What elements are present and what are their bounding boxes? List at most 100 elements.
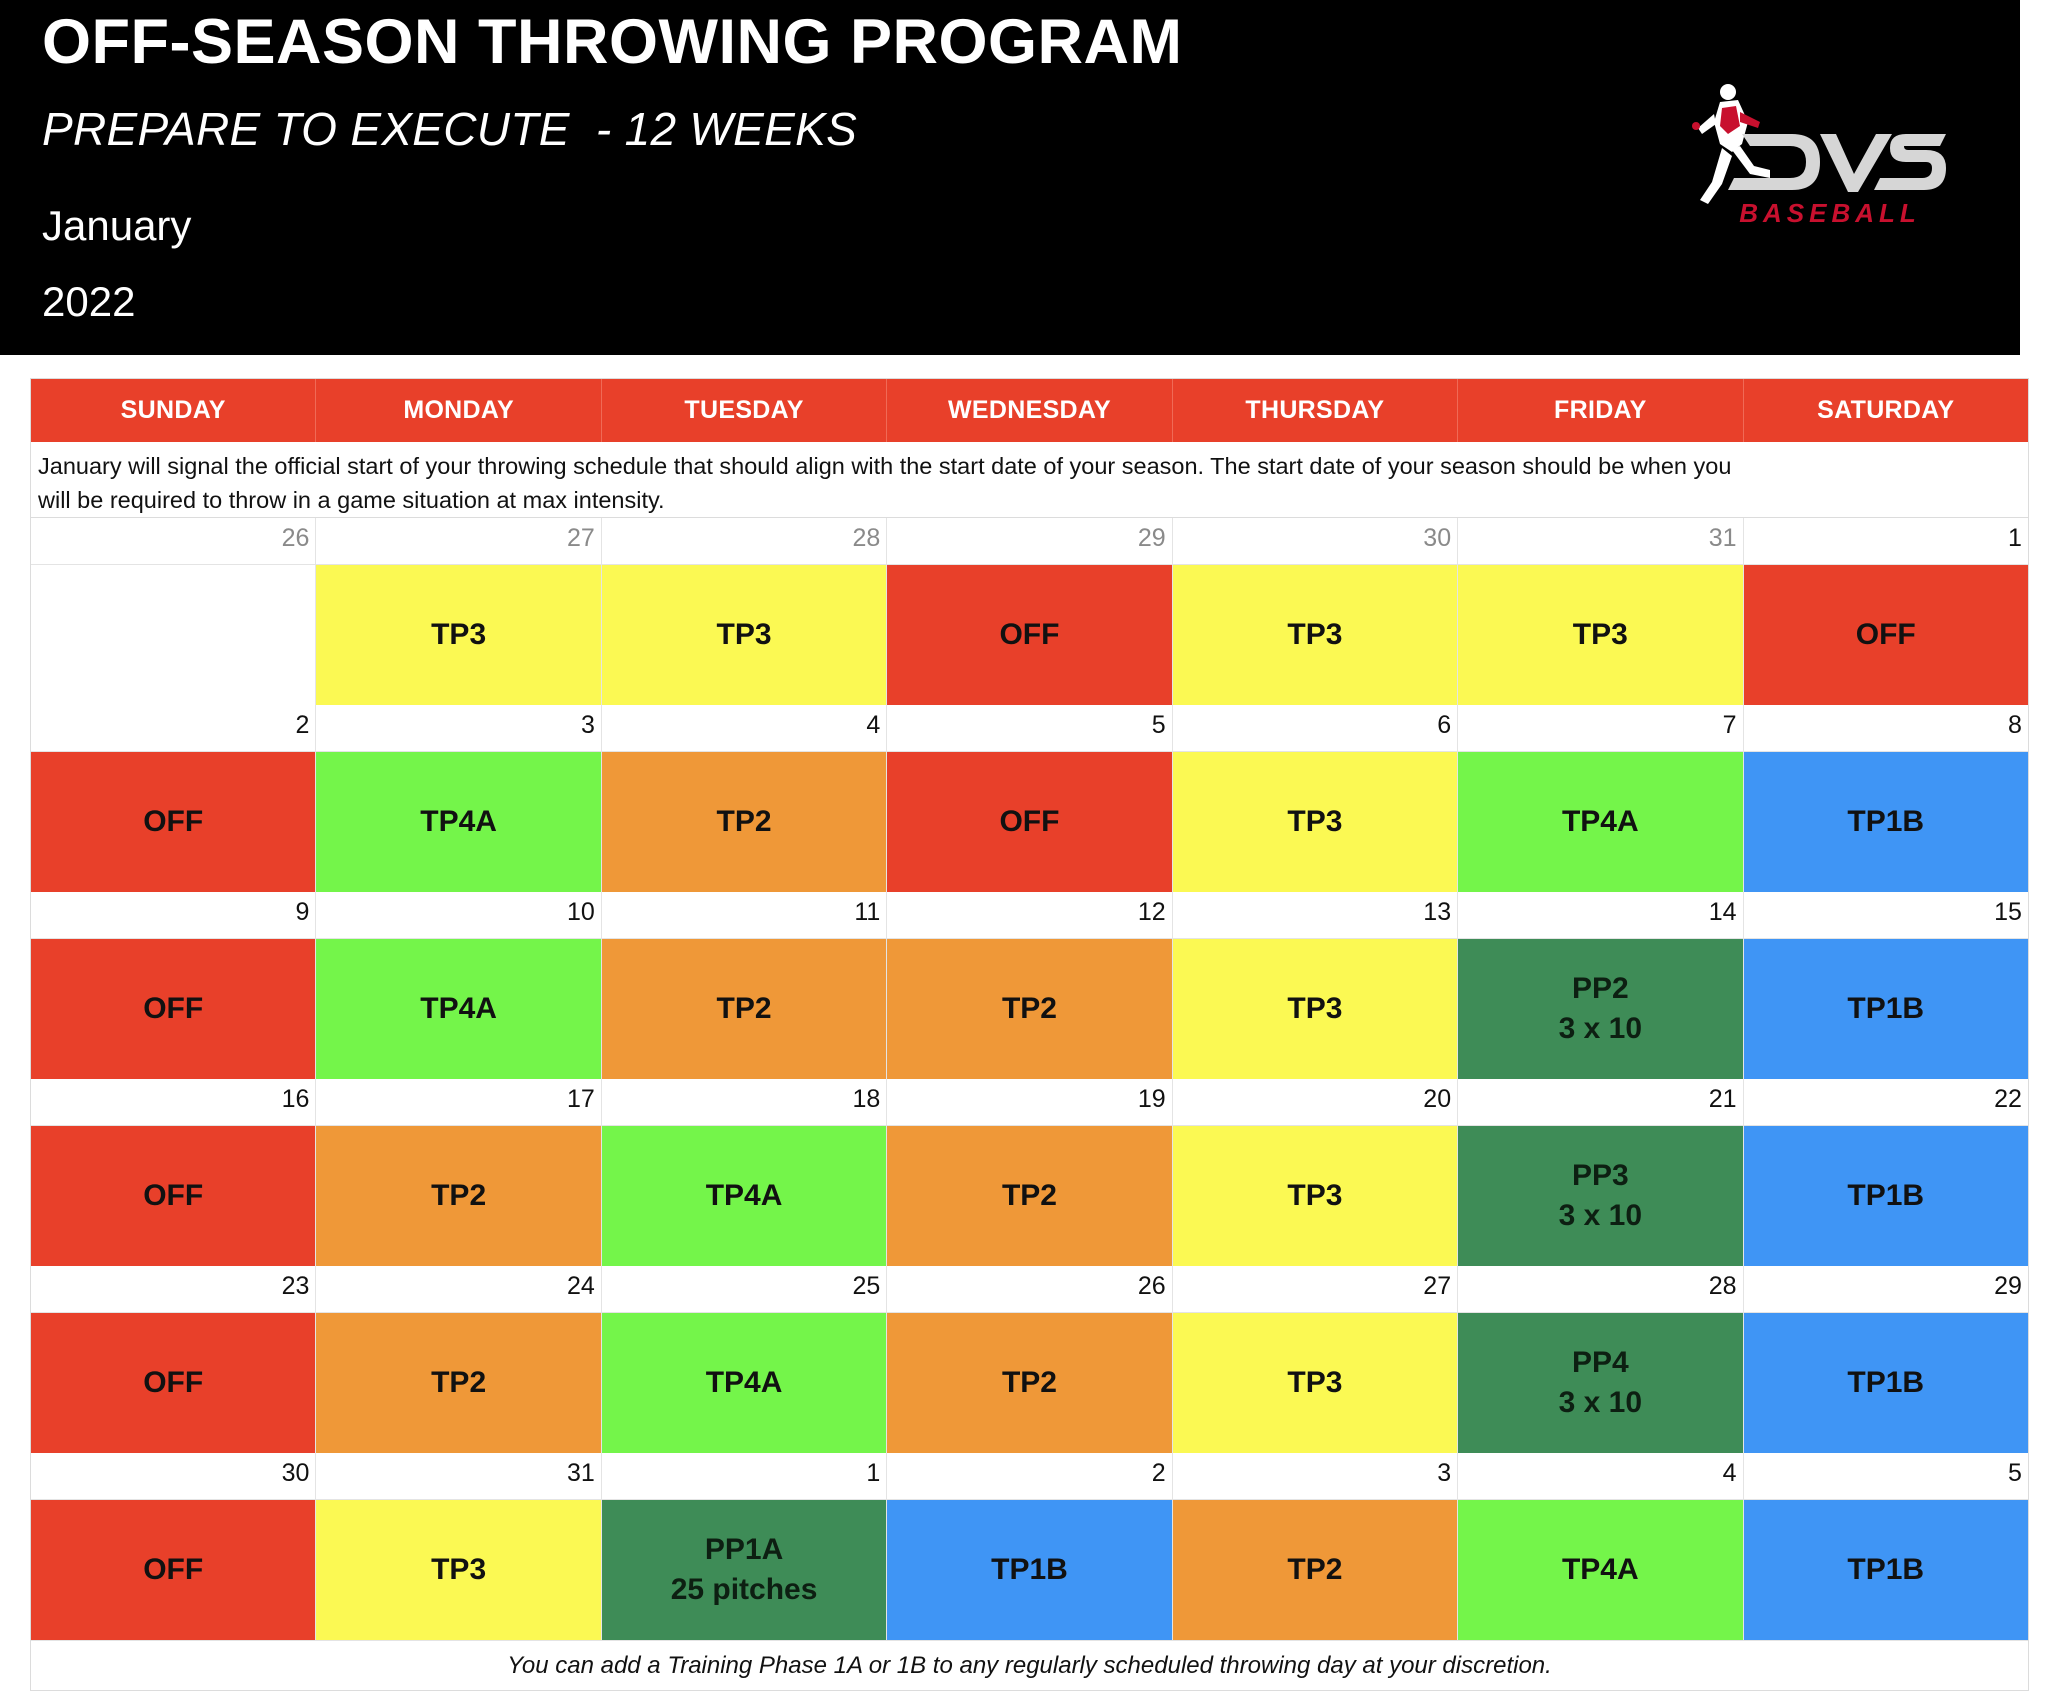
workout-cell: TP2 <box>1172 1500 1459 1640</box>
workout-code: TP4A <box>420 805 497 838</box>
date-number: 3 <box>316 705 602 751</box>
workout-cell: TP1B <box>1743 1126 2028 1266</box>
workout-code: TP1B <box>1847 1553 1925 1586</box>
workout-cell: TP3 <box>1172 752 1459 892</box>
workout-code: TP2 <box>1001 992 1057 1025</box>
workout-code: PP4 <box>1571 1346 1629 1379</box>
workout-row: TP3 TP3 OFF TP3 TP3 OFF <box>31 565 2028 705</box>
workout-code: TP4A <box>705 1366 783 1399</box>
workout-cell: TP4A <box>601 1126 888 1266</box>
weekday-sunday: SUNDAY <box>31 379 317 442</box>
footer-note: You can add a Training Phase 1A or 1B to… <box>31 1640 2028 1690</box>
workout-cell: TP2 <box>316 1313 602 1453</box>
workout-cell: PP3 3 x 10 <box>1458 1126 1744 1266</box>
workout-row: OFF TP2 TP4A TP2 TP3 PP3 3 x 10 TP1B <box>31 1126 2028 1266</box>
workout-code: TP2 <box>431 1179 487 1212</box>
intro-note-line-2: will be required to throw in a game situ… <box>38 487 665 513</box>
date-number: 22 <box>1994 1085 2022 1113</box>
calendar-grid: SUNDAY MONDAY TUESDAY WEDNESDAY THURSDAY… <box>30 378 2029 1691</box>
workout-cell: TP2 <box>316 1126 602 1266</box>
weeks-container: 26 27 28 29 30 31 1 TP3 TP3 OFF TP3 TP3 OFF 2 3 4 5 6 7 8 OF… <box>31 518 2028 1640</box>
workout-code: OFF <box>143 1179 204 1212</box>
workout-cell: OFF <box>887 565 1173 705</box>
weekday-wednesday: WEDNESDAY <box>887 379 1173 442</box>
date-number: 21 <box>1458 1079 1744 1125</box>
workout-cell: TP4A <box>601 1313 888 1453</box>
date-number: 2 <box>887 1453 1173 1499</box>
workout-code: TP3 <box>1572 618 1628 651</box>
workout-cell: TP2 <box>601 939 888 1079</box>
workout-code: OFF <box>143 1553 204 1586</box>
workout-cell: PP1A 25 pitches <box>601 1500 888 1640</box>
workout-cell: TP4A <box>316 939 602 1079</box>
workout-code: OFF <box>143 1366 204 1399</box>
date-row: 30 31 1 2 3 4 5 <box>31 1453 2028 1500</box>
workout-code: TP4A <box>1561 1553 1639 1586</box>
intro-note-line-1: January will signal the official start o… <box>38 453 1732 479</box>
weekday-header-row: SUNDAY MONDAY TUESDAY WEDNESDAY THURSDAY… <box>31 379 2028 442</box>
workout-cell: TP1B <box>887 1500 1173 1640</box>
workout-code: TP2 <box>716 805 772 838</box>
date-number: 26 <box>31 518 317 564</box>
workout-code: TP1B <box>991 1553 1068 1586</box>
weekday-saturday: SATURDAY <box>1817 396 1955 424</box>
weekday-tuesday: TUESDAY <box>602 379 888 442</box>
workout-cell: TP3 <box>1172 1313 1459 1453</box>
workout-cell: OFF <box>31 1313 317 1453</box>
month-label: January <box>42 202 192 249</box>
pitcher-figure <box>1692 84 1770 204</box>
workout-cell: OFF <box>31 1126 317 1266</box>
workout-code: OFF <box>999 805 1060 838</box>
workout-code: TP1B <box>1847 1179 1925 1212</box>
workout-cell: TP1B <box>1743 1313 2028 1453</box>
workout-code: PP3 <box>1571 1159 1629 1192</box>
workout-code: OFF <box>1855 618 1916 651</box>
workout-code: PP2 <box>1571 972 1629 1005</box>
workout-cell: TP3 <box>1172 939 1459 1079</box>
workout-code: TP3 <box>1287 1179 1343 1212</box>
workout-cell: PP2 3 x 10 <box>1458 939 1744 1079</box>
date-number: 1 <box>602 1453 888 1499</box>
date-number: 8 <box>2008 711 2022 739</box>
date-number: 20 <box>1173 1079 1459 1125</box>
date-number: 24 <box>316 1266 602 1312</box>
date-number: 10 <box>316 892 602 938</box>
logo-subtext: BASEBALL <box>1739 198 1921 228</box>
workout-code: TP3 <box>1287 805 1343 838</box>
workout-cell: TP3 <box>1172 565 1459 705</box>
date-number: 30 <box>1173 518 1459 564</box>
workout-cell: TP3 <box>316 565 602 705</box>
date-number: 27 <box>1173 1266 1459 1312</box>
date-row: 26 27 28 29 30 31 1 <box>31 518 2028 565</box>
date-number: 23 <box>31 1266 317 1312</box>
date-number: 18 <box>602 1079 888 1125</box>
weekday-thursday: THURSDAY <box>1173 379 1459 442</box>
workout-code: TP2 <box>1287 1553 1343 1586</box>
date-number: 7 <box>1458 705 1744 751</box>
date-number: 11 <box>602 892 888 938</box>
date-number: 15 <box>1994 898 2022 926</box>
workout-code: TP2 <box>431 1366 487 1399</box>
date-row: 9 10 11 12 13 14 15 <box>31 892 2028 939</box>
workout-cell: TP2 <box>887 1313 1173 1453</box>
weekday-monday: MONDAY <box>316 379 602 442</box>
date-number: 4 <box>1458 1453 1744 1499</box>
workout-cell: OFF <box>31 1500 317 1640</box>
workout-row: OFF TP4A TP2 TP2 TP3 PP2 3 x 10 TP1B <box>31 939 2028 1079</box>
date-number: 26 <box>887 1266 1173 1312</box>
date-number: 12 <box>887 892 1173 938</box>
workout-cell: TP4A <box>1458 1500 1744 1640</box>
year-label: 2022 <box>42 278 136 325</box>
workout-cell: TP2 <box>887 939 1173 1079</box>
date-number: 6 <box>1173 705 1459 751</box>
workout-cell: OFF <box>1743 565 2028 705</box>
workout-row: OFF TP2 TP4A TP2 TP3 PP4 3 x 10 TP1B <box>31 1313 2028 1453</box>
date-number: 19 <box>887 1079 1173 1125</box>
date-number: 5 <box>887 705 1173 751</box>
date-number: 9 <box>31 892 317 938</box>
workout-cell: OFF <box>31 752 317 892</box>
workout-code: OFF <box>999 618 1060 651</box>
workout-cell: TP3 <box>1458 565 1744 705</box>
workout-code: TP1B <box>1847 992 1925 1025</box>
date-number: 30 <box>31 1453 317 1499</box>
